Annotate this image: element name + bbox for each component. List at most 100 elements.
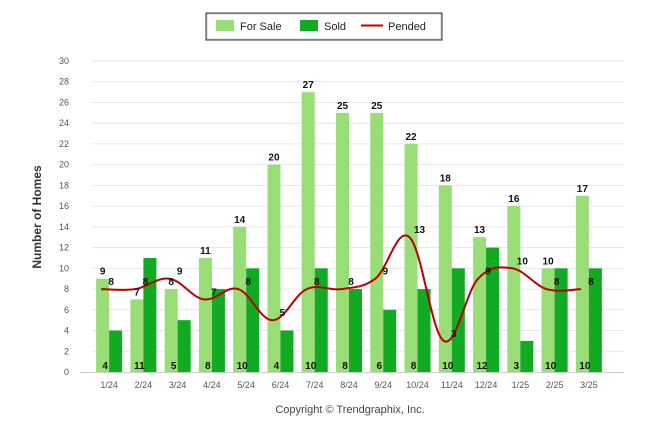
data-label-sold: 10 [305,361,317,372]
bar-sold [520,340,534,372]
pended-line [101,234,581,343]
data-label-pended: 8 [348,277,354,288]
bar-sold [280,330,294,372]
bars [96,92,602,372]
bar-for-sale [267,164,281,372]
data-label-sold: 8 [342,361,348,372]
data-label-pended: 8 [245,277,251,288]
data-label-for-sale: 8 [168,277,174,288]
data-label-for-sale: 18 [440,173,452,184]
y-tick-label: 22 [59,139,69,149]
y-tick-label: 6 [64,305,69,315]
bar-for-sale [198,257,212,372]
y-tick-label: 16 [59,201,69,211]
bar-for-sale [404,143,418,372]
data-label-sold: 3 [514,361,520,372]
data-label-pended: 9 [177,267,183,278]
y-tick-label: 24 [59,118,69,128]
bar-for-sale [370,112,384,372]
bar-for-sale [130,299,144,372]
data-label-for-sale: 25 [371,101,383,112]
y-tick-label: 28 [59,77,69,87]
bar-for-sale [301,92,315,372]
bar-for-sale [473,237,487,372]
x-tick-label: 3/24 [169,380,187,390]
data-label-sold: 12 [477,361,489,372]
legend-label-pended: Pended [388,21,426,33]
bar-sold [349,289,362,372]
data-label-pended: 9 [485,267,491,278]
legend-swatch-for-sale [216,20,234,31]
data-label-for-sale: 16 [508,194,520,205]
bar-sold [246,268,260,372]
data-label-for-sale: 9 [100,267,106,278]
data-label-sold: 8 [205,361,211,372]
bar-sold [177,320,191,372]
bar-sold [451,268,465,372]
data-label-pended: 8 [143,277,149,288]
bar-for-sale [438,185,452,372]
x-tick-label: 9/24 [375,380,393,390]
x-tick-label: 3/25 [580,380,598,390]
bar-for-sale [233,226,247,372]
bar-sold [417,289,431,372]
legend-label-sold: Sold [324,21,346,33]
data-label-sold: 4 [102,361,108,372]
bar-sold [314,268,328,372]
x-tick-label: 8/24 [340,380,358,390]
copyright-footer: Copyright © Trendgraphix, Inc. [275,404,424,416]
data-label-for-sale: 14 [234,215,246,226]
data-label-for-sale: 22 [405,132,417,143]
data-label-for-sale: 20 [268,153,280,164]
x-tick-label: 5/24 [237,380,255,390]
data-label-sold: 11 [134,361,145,372]
data-label-for-sale: 11 [200,246,211,257]
bar-sold [383,309,397,372]
bar-for-sale [507,206,521,372]
data-label-pended: 13 [414,225,426,236]
data-label-pended: 8 [314,277,320,288]
data-label-sold: 10 [545,361,557,372]
bar-for-sale [336,112,349,372]
data-label-sold: 8 [411,361,417,372]
gridlines [92,60,624,352]
x-tick-label: 6/24 [272,380,290,390]
data-label-sold: 10 [579,361,591,372]
bar-sold [486,247,500,372]
bar-for-sale [164,289,178,372]
data-label-pended: 9 [382,267,388,278]
y-tick-label: 12 [59,243,69,253]
bar-sold [109,330,123,372]
y-tick-label: 30 [59,56,69,66]
data-label-sold: 10 [442,361,454,372]
y-tick-label: 10 [59,263,69,273]
x-tick-label: 1/24 [100,380,118,390]
data-label-sold: 10 [237,361,249,372]
x-tick-label: 1/25 [512,380,530,390]
y-tick-label: 4 [64,326,69,336]
y-tick-label: 18 [59,180,69,190]
data-label-pended: 8 [588,277,594,288]
data-label-pended: 8 [554,277,560,288]
bar-sold [588,268,602,372]
x-tick-label: 2/25 [546,380,564,390]
data-label-pended: 10 [517,256,529,267]
bar-for-sale [575,195,589,372]
bar-for-sale [96,278,110,372]
y-tick-label: 2 [64,346,69,356]
legend-label-for-sale: For Sale [240,21,282,33]
y-axis-label: Number of Homes [30,165,44,269]
y-tick-label: 0 [64,367,69,377]
data-label-for-sale: 27 [303,80,315,91]
data-label-sold: 6 [376,361,382,372]
bar-sold [554,268,568,372]
x-tick-label: 12/24 [475,380,498,390]
bar-for-sale [541,268,555,372]
x-tick-label: 7/24 [306,380,324,390]
data-label-sold: 5 [171,361,177,372]
data-label-for-sale: 17 [577,184,589,195]
data-label-pended: 5 [280,308,286,319]
bar-sold [211,289,225,372]
